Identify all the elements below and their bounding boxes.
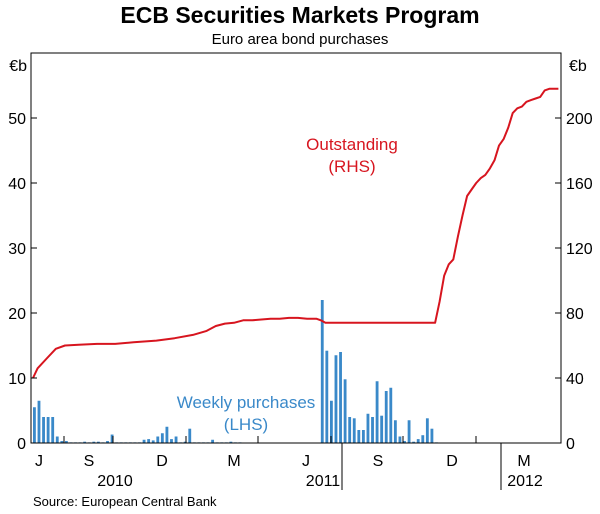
right-axis-tick-label: 80: [566, 306, 584, 323]
weekly-purchase-bar: [83, 441, 87, 443]
left-axis-tick-label: 30: [8, 241, 26, 258]
weekly-purchase-bar: [60, 441, 64, 443]
weekly-purchase-bar: [412, 441, 416, 443]
weekly-purchase-bar: [430, 428, 434, 443]
weekly-purchase-bar: [42, 417, 45, 443]
weekly-purchase-bar: [211, 439, 215, 443]
outstanding-annotation: (RHS): [328, 157, 375, 176]
weekly-purchase-bar: [416, 439, 420, 443]
x-axis-month-label: D: [156, 453, 168, 470]
weekly-annotation: (LHS): [224, 415, 268, 434]
weekly-purchase-bar: [147, 439, 151, 443]
axes-layer: 0 10 20 30 40 50 0 40 80 120 160 200 €b €b J S D M J S D M 201…: [8, 58, 593, 490]
weekly-purchase-bar: [329, 400, 333, 443]
weekly-purchase-bar: [51, 417, 55, 443]
chart-subtitle: Euro area bond purchases: [211, 31, 389, 48]
x-axis-month-label: J: [35, 453, 43, 470]
weekly-purchase-bar: [106, 441, 109, 443]
weekly-purchase-bar: [389, 387, 393, 443]
chart-title: ECB Securities Markets Program: [120, 2, 480, 28]
left-axis-tick-label: 40: [8, 176, 26, 193]
weekly-purchase-bar: [334, 355, 338, 443]
left-axis-tick-label: 0: [17, 436, 26, 453]
x-axis-year-label: 2010: [97, 473, 133, 490]
x-axis-month-label: D: [446, 453, 458, 470]
weekly-purchase-bar: [348, 417, 352, 443]
weekly-purchase-bar: [357, 430, 361, 443]
left-axis-tick-label: 50: [8, 111, 26, 128]
weekly-purchase-bar: [343, 379, 347, 443]
weekly-purchase-bar: [398, 436, 402, 443]
plot-frame: [30, 52, 562, 444]
weekly-purchase-bar: [156, 436, 160, 443]
outstanding-annotation: Outstanding: [306, 135, 398, 154]
weekly-purchase-bar: [339, 352, 342, 443]
weekly-purchase-bar: [366, 413, 370, 443]
weekly-purchase-bar: [142, 439, 146, 443]
x-axis-month-label: S: [84, 453, 95, 470]
right-axis-tick-label: 0: [566, 436, 575, 453]
right-axis-tick-label: 40: [566, 371, 584, 388]
x-axis-year-label: 2011: [306, 473, 341, 490]
weekly-purchase-bar: [393, 420, 397, 443]
weekly-purchase-bar: [92, 441, 96, 443]
weekly-purchase-bar: [37, 400, 41, 443]
right-axis-unit: €b: [569, 58, 587, 75]
weekly-purchase-bar: [96, 441, 100, 443]
weekly-purchase-bar: [407, 420, 411, 443]
x-axis-month-label: J: [302, 453, 310, 470]
weekly-purchase-bar: [403, 441, 406, 443]
outstanding-line: [32, 87, 559, 379]
weekly-purchase-bar: [64, 441, 68, 443]
bars-layer: [33, 300, 438, 443]
right-axis-tick-label: 160: [566, 176, 593, 193]
line-layer: [32, 87, 559, 379]
weekly-purchase-bar: [320, 300, 324, 443]
weekly-purchase-bar: [361, 430, 365, 443]
weekly-purchase-bar: [151, 440, 155, 443]
left-axis-tick-label: 10: [8, 371, 26, 388]
left-axis-tick-label: 20: [8, 306, 26, 323]
weekly-purchase-bar: [421, 435, 425, 443]
weekly-purchase-bar: [384, 391, 388, 443]
weekly-purchase-bar: [325, 350, 329, 443]
x-axis-month-label: S: [373, 453, 384, 470]
weekly-purchase-bar: [229, 441, 233, 443]
x-axis-month-label: M: [517, 453, 530, 470]
weekly-purchase-bar: [188, 428, 192, 443]
right-axis-tick-label: 120: [566, 241, 593, 258]
weekly-purchase-bar: [371, 417, 374, 443]
weekly-purchase-bar: [46, 417, 50, 443]
left-axis-unit: €b: [9, 58, 27, 75]
weekly-purchase-bar: [55, 436, 59, 443]
weekly-purchase-bar: [110, 434, 114, 443]
weekly-purchase-bar: [33, 407, 36, 443]
weekly-purchase-bar: [425, 418, 429, 443]
source-note: Source: European Central Bank: [33, 494, 217, 509]
weekly-purchase-bar: [352, 418, 356, 443]
weekly-purchase-bar: [380, 415, 384, 443]
x-axis-year-label: 2012: [507, 473, 543, 490]
annotations-layer: Outstanding (RHS) Weekly purchases (LHS): [177, 135, 398, 434]
right-axis-tick-label: 200: [566, 111, 593, 128]
weekly-purchase-bar: [160, 433, 164, 443]
weekly-purchase-bar: [183, 441, 187, 443]
weekly-purchase-bar: [174, 436, 178, 443]
weekly-purchase-bar: [165, 426, 169, 443]
weekly-purchase-bar: [375, 381, 379, 443]
weekly-annotation: Weekly purchases: [177, 393, 316, 412]
weekly-purchase-bar: [170, 439, 173, 443]
x-axis-month-label: M: [227, 453, 240, 470]
